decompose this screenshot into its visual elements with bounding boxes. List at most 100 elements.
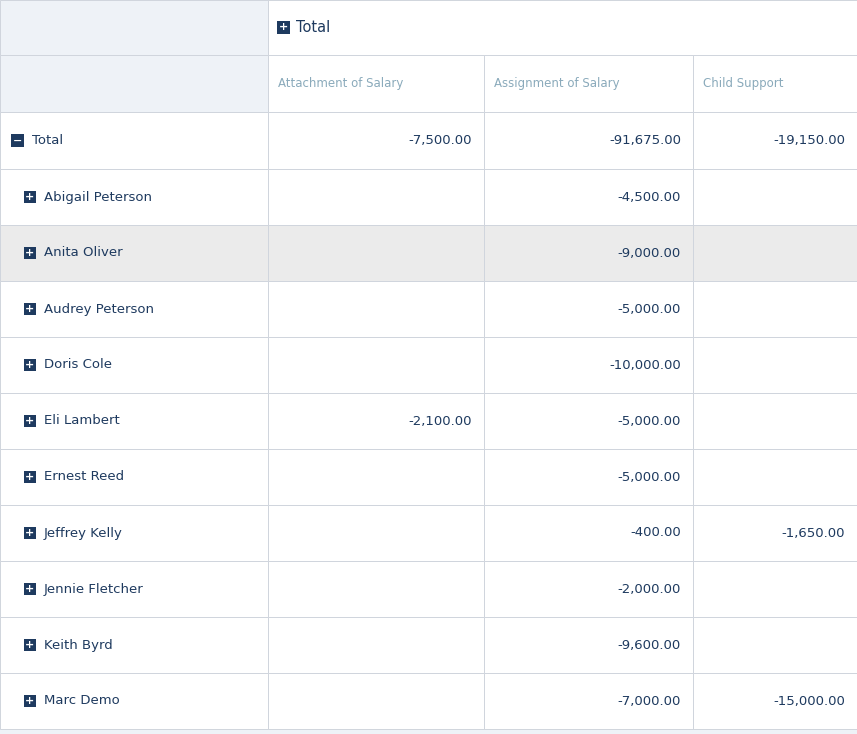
Text: Abigail Peterson: Abigail Peterson — [44, 191, 152, 203]
Bar — [268, 505, 484, 561]
Bar — [0, 673, 268, 729]
Text: -91,675.00: -91,675.00 — [609, 134, 681, 147]
Bar — [268, 561, 484, 617]
Bar — [484, 169, 693, 225]
Bar — [0, 112, 268, 169]
Text: -19,150.00: -19,150.00 — [773, 134, 845, 147]
Bar — [0, 505, 268, 561]
Text: Marc Demo: Marc Demo — [44, 694, 120, 708]
Text: +: + — [26, 472, 34, 482]
Text: +: + — [26, 696, 34, 706]
Bar — [0, 281, 268, 337]
Bar — [24, 527, 36, 539]
Bar — [0, 337, 268, 393]
Text: -10,000.00: -10,000.00 — [609, 358, 681, 371]
Text: Audrey Peterson: Audrey Peterson — [44, 302, 154, 316]
Text: Jeffrey Kelly: Jeffrey Kelly — [44, 526, 123, 539]
Bar — [0, 561, 268, 617]
Text: Total: Total — [296, 20, 330, 35]
Text: -5,000.00: -5,000.00 — [618, 302, 681, 316]
Bar — [693, 393, 857, 449]
Bar — [693, 617, 857, 673]
Text: Anita Oliver: Anita Oliver — [44, 247, 123, 260]
Text: +: + — [279, 23, 289, 32]
Bar — [24, 359, 36, 371]
Text: +: + — [26, 584, 34, 594]
Bar — [693, 505, 857, 561]
Bar — [693, 673, 857, 729]
Bar — [278, 21, 291, 34]
Text: +: + — [26, 640, 34, 650]
Bar — [0, 449, 268, 505]
Text: +: + — [26, 416, 34, 426]
Bar — [24, 303, 36, 315]
Bar — [484, 449, 693, 505]
Bar — [0, 55, 268, 112]
Bar — [268, 673, 484, 729]
Bar — [693, 449, 857, 505]
Bar — [24, 639, 36, 651]
Text: -4,500.00: -4,500.00 — [618, 191, 681, 203]
Bar — [24, 247, 36, 259]
Text: -2,100.00: -2,100.00 — [409, 415, 472, 427]
Text: -1,650.00: -1,650.00 — [782, 526, 845, 539]
Bar — [484, 673, 693, 729]
Bar — [693, 112, 857, 169]
Text: -5,000.00: -5,000.00 — [618, 415, 681, 427]
Text: -9,600.00: -9,600.00 — [618, 639, 681, 652]
Bar — [693, 169, 857, 225]
Bar — [24, 695, 36, 707]
Bar — [0, 0, 268, 55]
Text: +: + — [26, 248, 34, 258]
Bar — [268, 617, 484, 673]
Text: +: + — [26, 528, 34, 538]
Bar — [24, 471, 36, 483]
Bar — [0, 169, 268, 225]
Bar — [268, 169, 484, 225]
Bar — [0, 393, 268, 449]
Bar — [484, 225, 693, 281]
Bar — [0, 225, 268, 281]
Text: Doris Cole: Doris Cole — [44, 358, 112, 371]
Bar — [484, 55, 693, 112]
Text: −: − — [14, 136, 22, 145]
Bar — [268, 112, 484, 169]
Bar — [693, 281, 857, 337]
Bar — [693, 561, 857, 617]
Bar — [693, 225, 857, 281]
Text: +: + — [26, 304, 34, 314]
Text: -400.00: -400.00 — [630, 526, 681, 539]
Bar — [268, 0, 857, 55]
Text: -15,000.00: -15,000.00 — [773, 694, 845, 708]
Bar — [484, 617, 693, 673]
Text: +: + — [26, 360, 34, 370]
Bar — [693, 55, 857, 112]
Bar — [24, 415, 36, 427]
Bar — [268, 55, 484, 112]
Text: Keith Byrd: Keith Byrd — [44, 639, 113, 652]
Text: +: + — [26, 192, 34, 202]
Bar — [484, 505, 693, 561]
Bar — [11, 134, 25, 147]
Bar — [484, 112, 693, 169]
Text: Total: Total — [32, 134, 63, 147]
Bar — [484, 281, 693, 337]
Text: Assignment of Salary: Assignment of Salary — [494, 77, 620, 90]
Bar — [693, 337, 857, 393]
Bar — [484, 393, 693, 449]
Text: -9,000.00: -9,000.00 — [618, 247, 681, 260]
Bar — [484, 561, 693, 617]
Bar — [268, 393, 484, 449]
Bar — [268, 337, 484, 393]
Text: Jennie Fletcher: Jennie Fletcher — [44, 583, 144, 595]
Text: Attachment of Salary: Attachment of Salary — [278, 77, 404, 90]
Text: Eli Lambert: Eli Lambert — [44, 415, 120, 427]
Text: -2,000.00: -2,000.00 — [618, 583, 681, 595]
Text: -5,000.00: -5,000.00 — [618, 470, 681, 484]
Text: -7,500.00: -7,500.00 — [409, 134, 472, 147]
Bar — [268, 225, 484, 281]
Text: Ernest Reed: Ernest Reed — [44, 470, 124, 484]
Bar — [24, 583, 36, 595]
Text: Child Support: Child Support — [703, 77, 783, 90]
Text: -7,000.00: -7,000.00 — [618, 694, 681, 708]
